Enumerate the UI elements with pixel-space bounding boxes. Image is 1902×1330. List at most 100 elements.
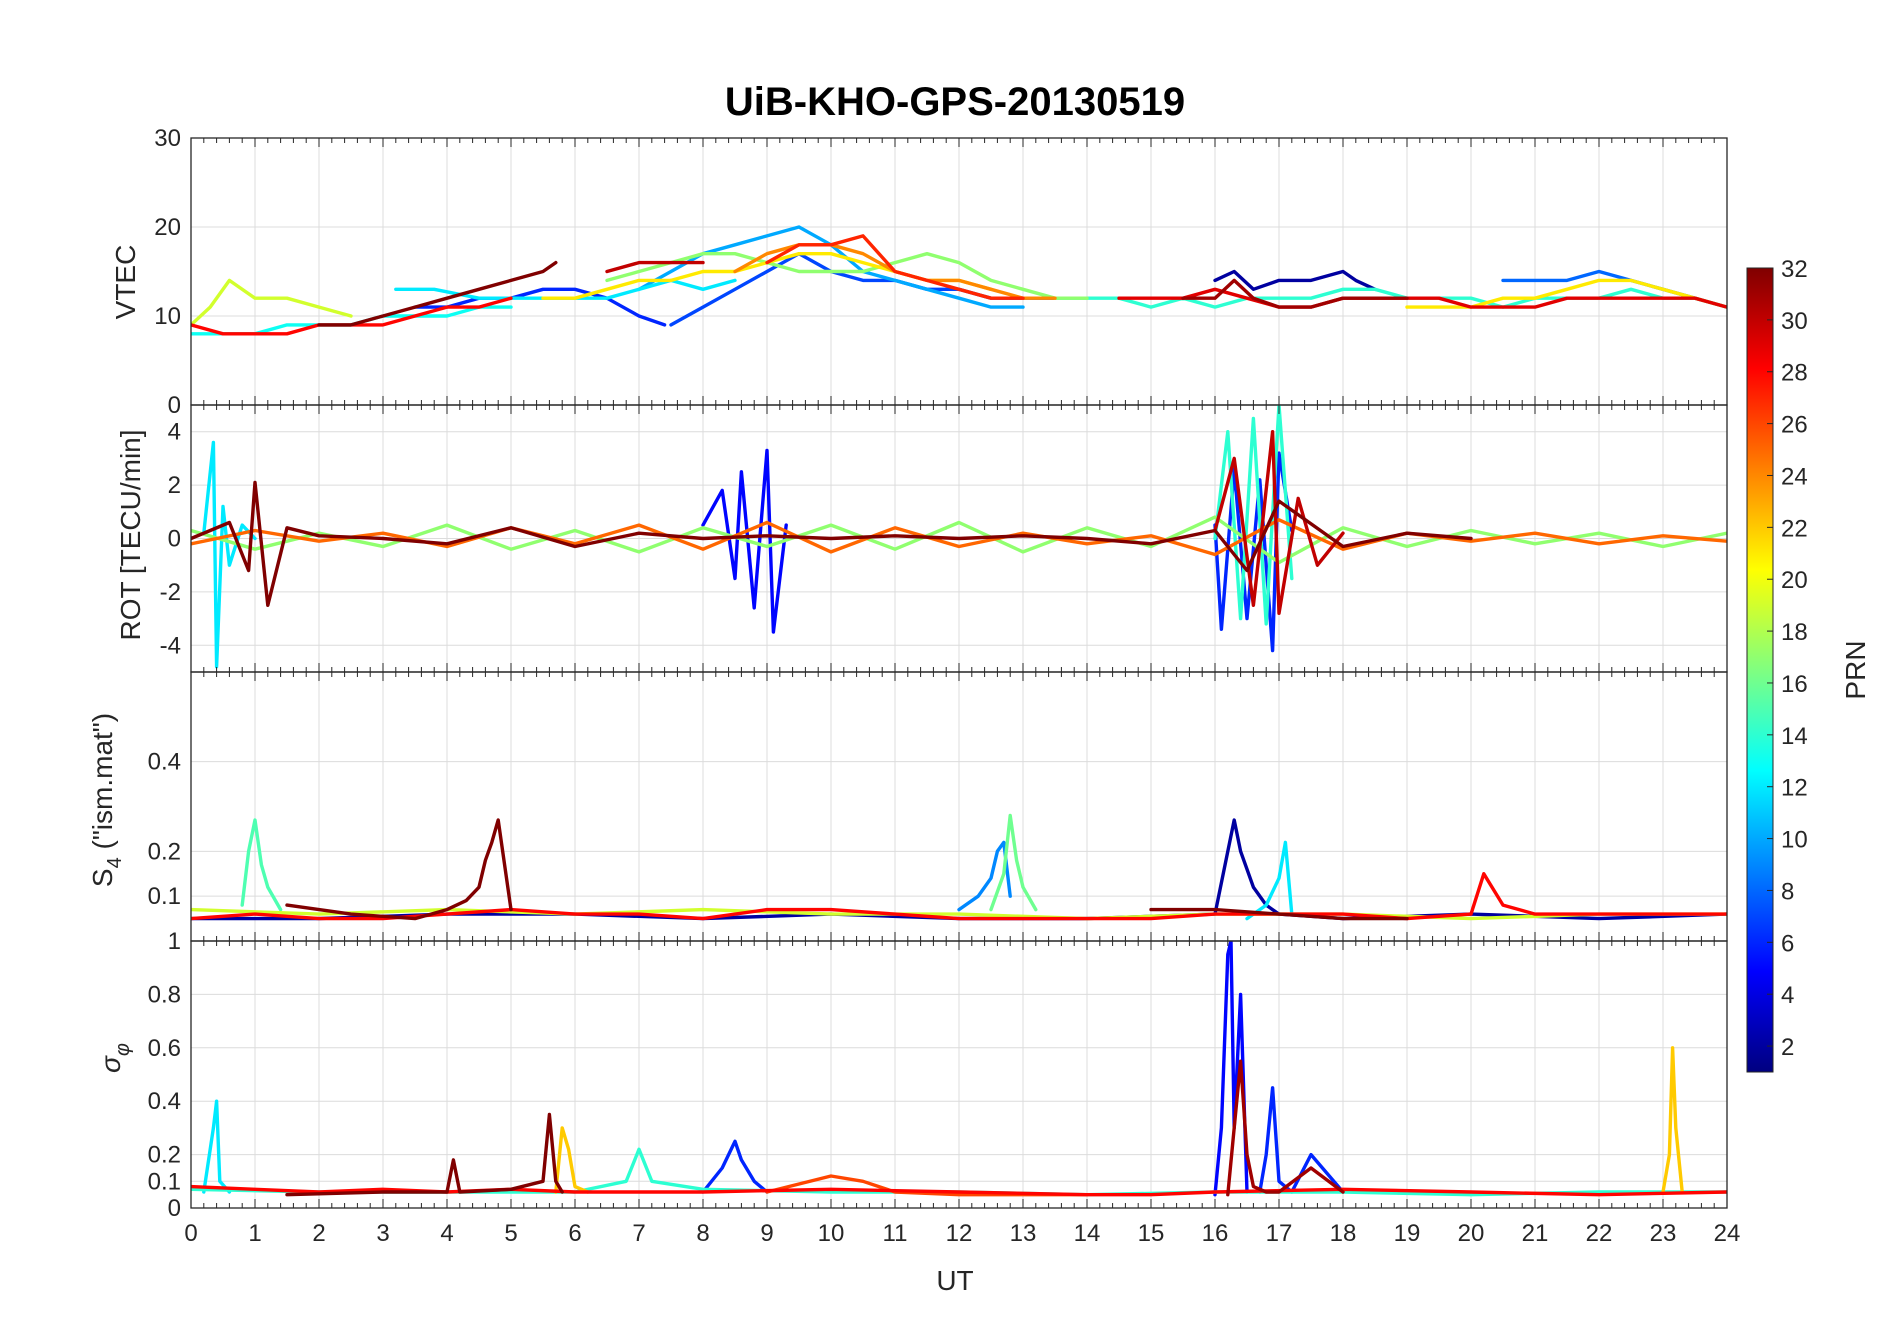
s4-ylabel-sub: 4 [104, 857, 126, 868]
colorbar-tick-label-5: 12 [1781, 775, 1808, 802]
rot-ytick-label-2: 0 [168, 526, 181, 553]
rot-ytick-label-4: 4 [168, 419, 181, 446]
x-tick-label-22: 22 [1586, 1220, 1613, 1247]
colorbar-gradient [1746, 267, 1774, 1073]
x-tick-label-18: 18 [1330, 1220, 1357, 1247]
sigphi-grid [190, 940, 1728, 1209]
rot-series-prn-14-3 [1213, 405, 1294, 626]
vtec-series-prn-27-13 [765, 234, 1025, 300]
rot-series-prn-30-6 [1213, 430, 1345, 615]
vtec-series-prn-17-8 [605, 252, 1089, 300]
chart-title: UiB-KHO-GPS-20130519 [725, 80, 1185, 124]
colorbar-tick-label-13: 28 [1781, 360, 1808, 387]
vtec-series-prn-6-1 [413, 287, 667, 327]
sigphi-ytick-label-5: 0.8 [148, 981, 181, 1008]
x-tick-label-11: 11 [883, 1220, 908, 1247]
s4-series-prn-16-4 [989, 813, 1038, 912]
x-tick-label-15: 15 [1138, 1220, 1165, 1247]
vtec-series-prn-2-0 [1213, 269, 1377, 291]
sigphi-series-prn-5-0 [1213, 941, 1249, 1197]
colorbar-tick-label-6: 14 [1781, 723, 1808, 750]
sigphi-series-prn-22-6 [1661, 1046, 1684, 1194]
s4-traces [191, 813, 1727, 921]
vtec-ytick-label-2: 20 [154, 214, 181, 241]
sigphi-ylabel: σφ [95, 1043, 134, 1073]
s4-ytick-label-2: 0.4 [148, 749, 181, 776]
x-tick-label-0: 0 [184, 1220, 197, 1247]
rot-series-prn-32-7 [191, 480, 1473, 607]
rot-series-prn-6-1 [1213, 451, 1294, 653]
sigphi-series-prn-6-1 [1258, 1086, 1345, 1194]
vtec-series-prn-14-7 [1053, 287, 1727, 309]
vtec-series-prn-32-18 [317, 260, 558, 327]
s4-ylabel-rest: ("ism.mat") [87, 713, 118, 857]
x-tick-label-21: 21 [1522, 1220, 1549, 1247]
vtec-traces [191, 225, 1727, 336]
vtec-series-prn-21-11 [1405, 278, 1727, 309]
vtec-grid [190, 137, 1728, 406]
rot-traces [191, 405, 1727, 669]
colorbar-tick-label-14: 30 [1781, 308, 1808, 335]
colorbar-tick-label-12: 26 [1781, 412, 1808, 439]
sigphi-series-prn-12-3 [202, 1099, 232, 1194]
vtec-series-prn-8-3 [1501, 269, 1727, 309]
x-tick-label-7: 7 [632, 1220, 645, 1247]
colorbar-tick-label-4: 10 [1781, 827, 1808, 854]
colorbar-tick-label-7: 16 [1781, 671, 1808, 698]
x-tick-label-13: 13 [1010, 1220, 1037, 1247]
colorbar-tick-label-9: 20 [1781, 567, 1808, 594]
vtec-ytick-label-3: 30 [154, 125, 181, 152]
vtec-series-prn-7-2 [669, 252, 1057, 327]
x-tick-label-24: 24 [1714, 1220, 1741, 1247]
colorbar-tick-label-2: 6 [1781, 930, 1794, 957]
s4-ytick-label-1: 0.2 [148, 838, 181, 865]
rot-series-prn-17-4 [191, 515, 1727, 565]
x-tick-label-19: 19 [1394, 1220, 1421, 1247]
vtec-ticks: 0 10 20 30 [154, 125, 1728, 419]
rot-ytick-label-3: 2 [168, 472, 181, 499]
vtec-series-prn-13-6 [191, 305, 513, 336]
x-tick-label-6: 6 [568, 1220, 581, 1247]
x-tick-label-10: 10 [818, 1220, 845, 1247]
x-tick-label-3: 3 [376, 1220, 389, 1247]
rot-ticks: -4 -2 0 2 4 [160, 405, 1728, 672]
x-axis-label: UT [936, 1265, 973, 1296]
sigphi-series-prn-32-9 [285, 1112, 564, 1197]
sigphi-ytick-label-0: 0 [168, 1195, 181, 1222]
x-tick-label-5: 5 [504, 1220, 517, 1247]
colorbar-tick-label-15: 32 [1781, 256, 1808, 283]
s4-grid [190, 672, 1728, 941]
sigphi-ytick-label-6: 1 [168, 928, 181, 955]
x-tick-label-8: 8 [696, 1220, 709, 1247]
vtec-ytick-label-0: 0 [168, 392, 181, 419]
sigphi-ylabel-sub: φ [112, 1043, 134, 1056]
colorbar-tick-label-10: 22 [1781, 515, 1808, 542]
x-tick-label-9: 9 [760, 1220, 773, 1247]
sigphi-ytick-label-4: 0.6 [148, 1035, 181, 1062]
rot-ylabel: ROT [TECU/min] [115, 429, 146, 640]
s4-ticks: 0.1 0.2 0.4 [148, 672, 1728, 941]
rot-panel: -4 -2 0 2 4 ROT [TECU/min] [115, 404, 1728, 673]
s4-series-prn-32-8 [1149, 907, 1409, 921]
x-tick-label-12: 12 [946, 1220, 973, 1247]
sigphi-series-prn-22-5 [554, 1126, 590, 1194]
rot-series-prn-12-2 [202, 440, 257, 669]
rot-series-prn-25-5 [191, 518, 1727, 557]
vtec-panel: 0 10 20 30 VTEC [110, 125, 1728, 419]
rot-ytick-label-0: -4 [160, 632, 181, 659]
vtec-series-prn-29-15 [1117, 287, 1727, 309]
s4-panel: 0.1 0.2 0.4 S4 ("ism.mat") [87, 671, 1728, 942]
x-tick-label-2: 2 [312, 1220, 325, 1247]
s4-ylabel-main: S [87, 868, 118, 887]
vtec-ylabel: VTEC [110, 245, 141, 320]
x-tick-label-4: 4 [440, 1220, 453, 1247]
x-tick-label-23: 23 [1650, 1220, 1677, 1247]
sigphi-panel: 00.10.2 0.4 0.6 0.8 1 σφ [95, 928, 1728, 1222]
colorbar-tick-label-3: 8 [1781, 878, 1794, 905]
vtec-series-prn-31-17 [1181, 278, 1409, 309]
colorbar-tick-label-0: 2 [1781, 1034, 1794, 1061]
sigphi-ticks: 00.10.2 0.4 0.6 0.8 1 [148, 928, 1728, 1222]
